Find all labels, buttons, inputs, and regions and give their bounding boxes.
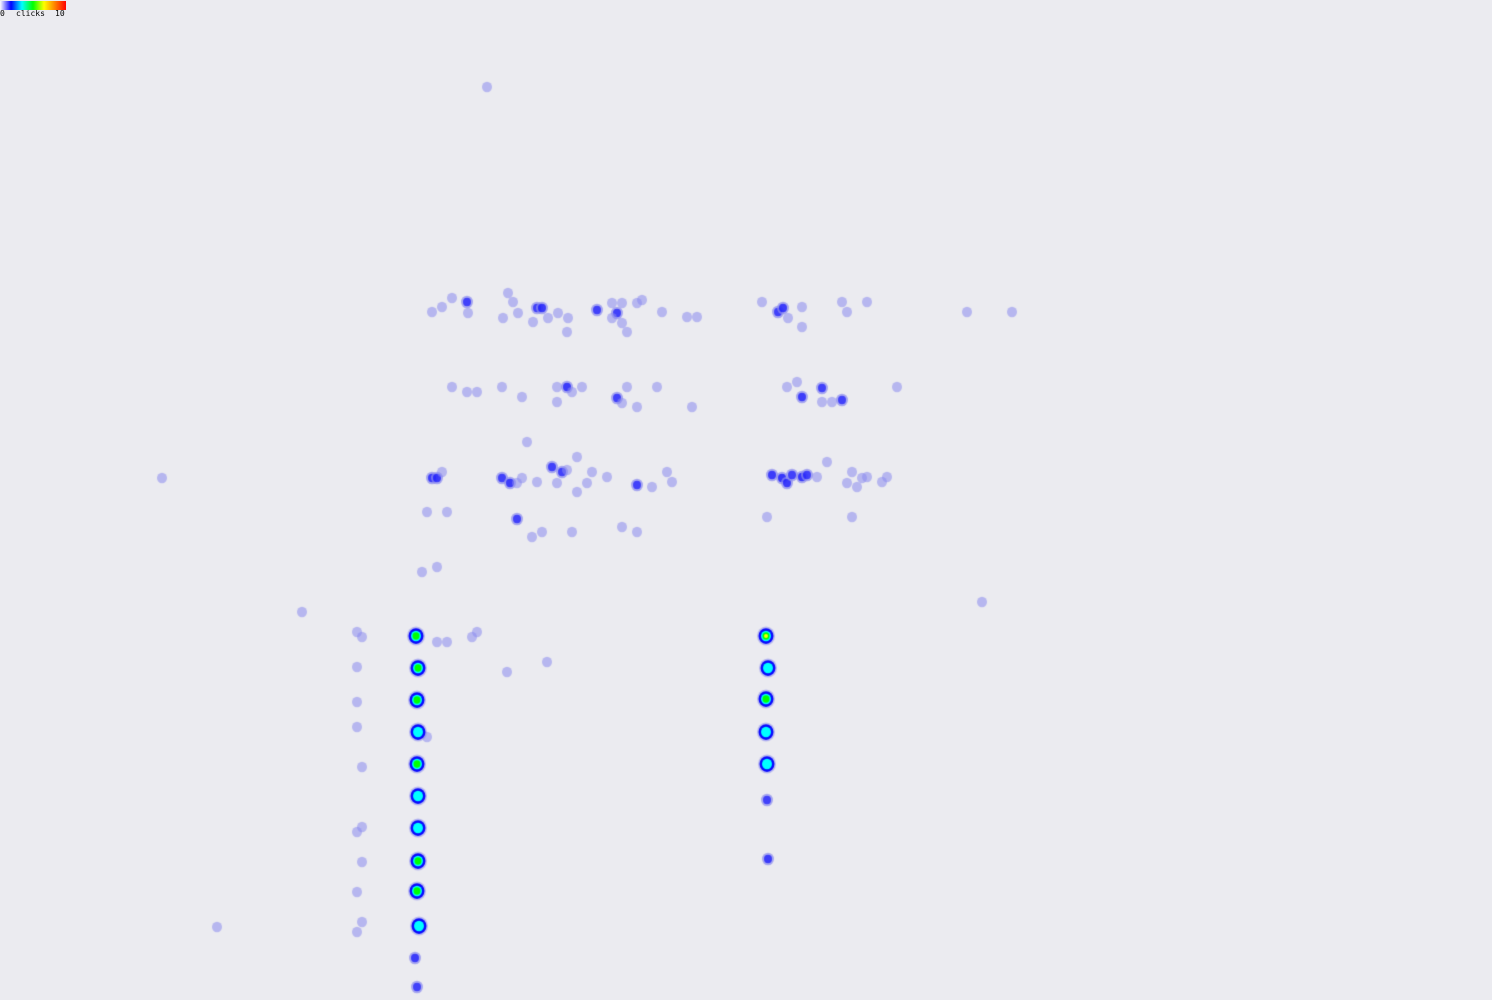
heatmap-legend: 0 clicks 10 <box>0 0 66 20</box>
legend-min-label: 0 <box>0 9 5 19</box>
legend-unit-label: clicks <box>16 9 45 19</box>
legend-max-label: 10 <box>55 9 65 19</box>
